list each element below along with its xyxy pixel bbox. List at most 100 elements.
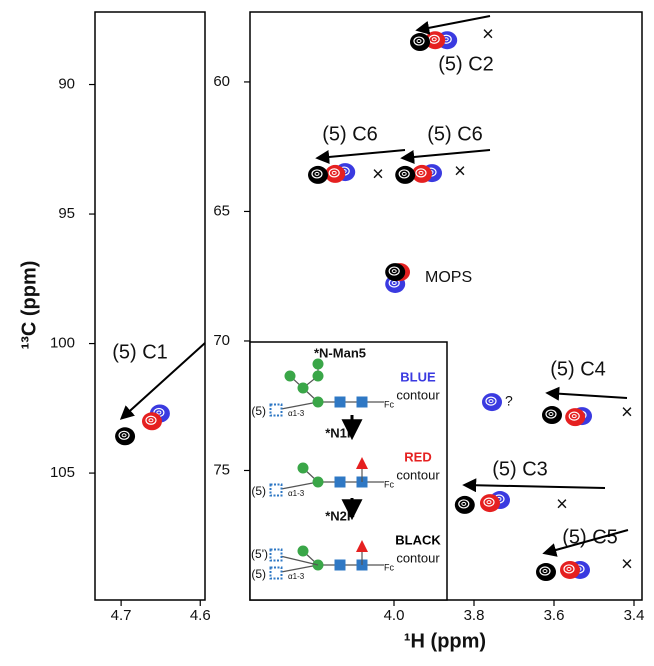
contour-color: BLACK: [395, 532, 441, 547]
panel: 4.7 4.6 90 95 100 105 (5) C1: [50, 11, 211, 624]
mannose: [297, 462, 309, 474]
peak-contour: [485, 396, 497, 406]
plot-frame: [94, 11, 206, 601]
glcnac: [269, 483, 283, 497]
bond: [275, 564, 319, 574]
bond: [275, 554, 319, 566]
annotation: ×: [621, 553, 633, 575]
peak-contour: [121, 433, 127, 438]
glycan-legend: *N-Man5 BLUE contour (5) α1-3 Fc *N1F RED contou…: [249, 341, 448, 601]
branch-label: (5): [251, 484, 266, 498]
peak-contour: [416, 39, 422, 44]
peak-contour: [311, 169, 323, 179]
y-tick-label: 60: [213, 73, 230, 90]
x-tick-label: 4.6: [190, 607, 211, 624]
arrow: [545, 386, 628, 401]
annotation: (5) C6: [322, 123, 378, 145]
peak-contour: [418, 170, 424, 175]
peak-contour: [545, 409, 557, 419]
peak-contour: [431, 37, 437, 42]
peak-contour: [145, 415, 157, 425]
annotation: (5) C5: [562, 526, 618, 548]
arrow: [415, 15, 491, 35]
fucose: [356, 457, 368, 469]
arrow: [315, 149, 406, 164]
x-tick-label: 3.8: [464, 607, 485, 624]
glcnac: [334, 396, 346, 408]
annotation: MOPS: [425, 269, 472, 286]
peak-contour: [488, 399, 494, 404]
peak-contour: [483, 497, 495, 507]
peak-contour: [563, 564, 575, 574]
peak-contour: [539, 566, 551, 576]
peak-contour: [548, 412, 554, 417]
fucose: [356, 540, 368, 552]
peak-contour: [486, 500, 492, 505]
y-tick-label: 90: [58, 75, 75, 92]
annotation: (5) C4: [550, 358, 606, 380]
mannose: [297, 545, 309, 557]
arrow: [400, 149, 491, 164]
peak-contour: [148, 418, 154, 423]
arrow: [462, 478, 606, 493]
peak-contour: [118, 430, 130, 440]
annotation: ×: [556, 493, 568, 515]
contour-word: contour: [396, 550, 440, 565]
fc-label: Fc: [384, 399, 394, 409]
annotation: ?: [505, 393, 513, 409]
contour-word: contour: [396, 467, 440, 482]
branch-label: (5): [251, 404, 266, 418]
peak-contour: [328, 168, 340, 178]
peak-contour: [156, 410, 162, 415]
contour-color: RED: [404, 449, 431, 464]
fc-label: Fc: [384, 562, 394, 572]
peak-contour: [568, 411, 580, 421]
annotation: ×: [482, 23, 494, 45]
y-tick-label: 100: [50, 335, 75, 352]
peak-contour: [542, 569, 548, 574]
y-tick-label: 70: [213, 332, 230, 349]
contour-color: BLUE: [400, 369, 436, 384]
glcnac: [269, 548, 283, 562]
peak-contour: [458, 499, 470, 509]
fc-label: Fc: [384, 479, 394, 489]
glycan-name: *N-Man5: [314, 345, 366, 360]
annotation: ×: [621, 401, 633, 423]
linkage-label: α1-3: [288, 409, 305, 418]
x-axis-label: ¹H (ppm): [404, 630, 486, 652]
annotation: (5) C1: [112, 341, 168, 363]
mannose: [312, 370, 324, 382]
linkage-label: α1-3: [288, 489, 305, 498]
contour-word: contour: [396, 387, 440, 402]
glycan-name: *N2F: [325, 508, 355, 523]
glcnac: [334, 476, 346, 488]
mannose: [312, 358, 324, 370]
bond: [275, 481, 319, 491]
peak-contour: [331, 170, 337, 175]
branch-label: (5'): [251, 547, 268, 561]
peak-contour: [571, 414, 577, 419]
glcnac: [356, 396, 368, 408]
annotation: (5) C3: [492, 458, 548, 480]
annotation: ×: [454, 160, 466, 182]
mannose: [284, 370, 296, 382]
peak-contour: [391, 280, 397, 285]
x-tick-label: 3.4: [624, 607, 645, 624]
y-tick-label: 75: [213, 461, 230, 478]
linkage-label: α1-3: [288, 572, 305, 581]
peak-contour: [391, 269, 397, 274]
x-tick-label: 4.7: [111, 607, 132, 624]
glcnac: [334, 559, 346, 571]
peak-contour: [314, 171, 320, 176]
annotation: (5) C6: [427, 123, 483, 145]
peak-contour: [398, 169, 410, 179]
peak-contour: [413, 36, 425, 46]
mannose: [297, 382, 309, 394]
annotation: (5) C2: [438, 53, 494, 75]
y-tick-label: 65: [213, 202, 230, 219]
y-tick-label: 95: [58, 205, 75, 222]
peak-contour: [566, 566, 572, 571]
y-tick-label: 105: [50, 464, 75, 481]
annotation: ×: [372, 163, 384, 185]
